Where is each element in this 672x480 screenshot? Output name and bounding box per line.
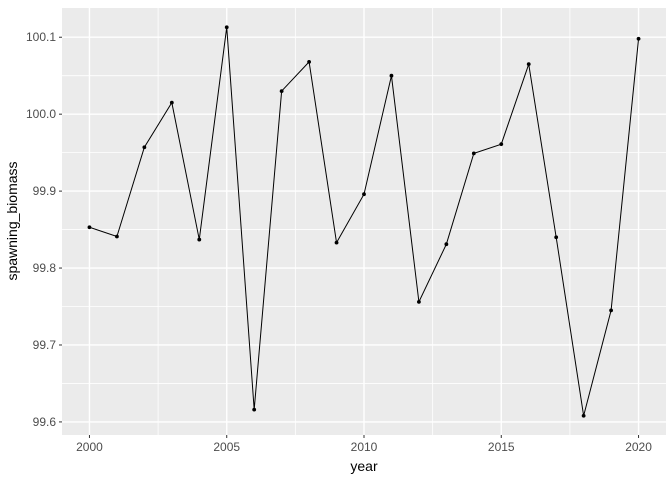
y-axis-title: spawning_biomass bbox=[4, 161, 20, 280]
data-point bbox=[581, 413, 586, 418]
y-tick-label: 100.0 bbox=[26, 107, 56, 121]
data-point bbox=[417, 300, 421, 304]
data-point bbox=[142, 145, 147, 150]
y-tick-label: 100.1 bbox=[26, 30, 56, 44]
data-point bbox=[526, 62, 531, 67]
data-point bbox=[87, 225, 92, 230]
data-point bbox=[307, 59, 311, 64]
y-tick-label: 99.9 bbox=[33, 184, 57, 198]
data-point bbox=[224, 25, 229, 30]
x-tick-label: 2020 bbox=[625, 440, 652, 454]
data-point bbox=[115, 234, 119, 239]
axes: 2000 2005 2010 2015 2020 99.6 99.7 99.8 99.9 100.… bbox=[26, 30, 652, 454]
gridlines bbox=[62, 8, 666, 435]
data-series bbox=[87, 25, 641, 418]
data-point bbox=[636, 36, 641, 41]
data-point bbox=[334, 240, 339, 245]
data-point bbox=[389, 73, 394, 78]
data-point bbox=[554, 235, 559, 240]
y-tick-label: 99.8 bbox=[33, 261, 57, 275]
data-point bbox=[609, 308, 613, 313]
data-point bbox=[252, 407, 257, 412]
data-point bbox=[499, 142, 504, 147]
data-point bbox=[169, 100, 174, 105]
data-point bbox=[279, 89, 284, 93]
data-point bbox=[197, 237, 202, 242]
data-point bbox=[362, 192, 366, 197]
x-tick-label: 2005 bbox=[213, 440, 240, 454]
x-tick-label: 2000 bbox=[76, 440, 103, 454]
x-axis-title: year bbox=[350, 458, 378, 474]
data-point bbox=[471, 151, 476, 156]
x-tick-label: 2015 bbox=[488, 440, 515, 454]
y-tick-label: 99.6 bbox=[33, 415, 57, 429]
x-tick-label: 2010 bbox=[351, 440, 378, 454]
y-tick-label: 99.7 bbox=[33, 338, 57, 352]
data-point bbox=[444, 242, 449, 247]
